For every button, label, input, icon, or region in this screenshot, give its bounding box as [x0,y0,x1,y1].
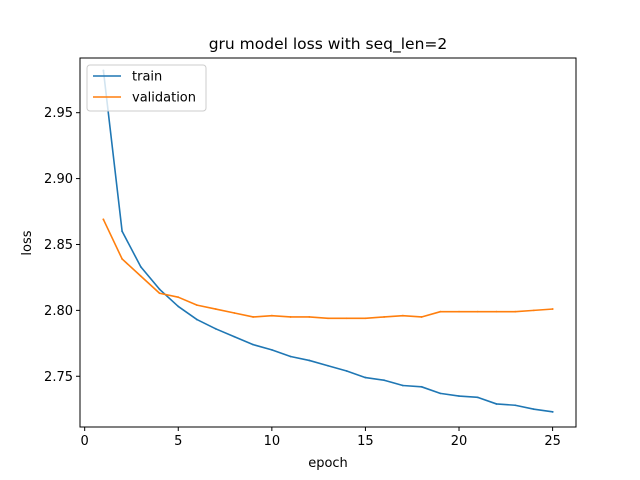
data-point-validation [121,258,124,260]
data-point-train [214,327,217,330]
data-point-validation [495,310,498,313]
x-tick-label: 10 [264,434,281,449]
x-tick-label: 0 [81,434,89,449]
y-tick-label: 2.95 [44,106,73,121]
data-point-train [270,349,273,351]
data-point-train [420,385,423,388]
data-point-train [308,359,311,362]
chart-title: gru model loss with seq_len=2 [209,35,448,54]
data-point-train [514,404,517,407]
data-point-validation [383,316,386,318]
data-point-train [233,335,236,338]
data-point-validation [214,308,217,310]
data-point-validation [514,310,517,313]
legend-label-train: train [132,70,162,85]
data-point-train [327,364,329,367]
x-tick-label: 25 [544,434,561,449]
data-point-train [252,343,255,346]
data-point-validation [196,304,198,306]
data-point-train [139,265,142,268]
data-point-validation [458,310,460,313]
legend-label-validation: validation [132,91,196,106]
x-tick-label: 15 [357,434,374,449]
data-point-train [401,384,404,387]
data-point-train [495,403,498,405]
data-point-train [345,370,348,372]
data-point-validation [476,310,479,313]
data-point-train [439,392,442,395]
data-point-train [476,396,479,399]
plot-lines [102,69,554,413]
data-point-validation [439,310,442,313]
x-axis-ticks: 0 5 10 15 20 25 [81,427,561,449]
data-point-validation [270,314,273,317]
x-tick-label: 5 [174,434,182,449]
data-point-train [458,395,460,397]
y-axis-label: loss [20,230,35,255]
legend: train validation [86,64,207,112]
plot-frame [79,57,577,428]
data-point-validation [177,296,180,299]
data-point-train [551,410,554,413]
data-point-validation [364,317,367,320]
data-point-validation [102,218,105,221]
data-point-train [196,318,198,321]
data-point-validation [139,275,142,278]
data-point-train [364,376,367,379]
data-point-validation [551,308,554,310]
y-tick-label: 2.75 [44,370,73,385]
data-point-train [383,379,386,382]
data-point-validation [345,317,348,320]
data-point-validation [252,316,255,318]
y-axis-ticks: 2.75 2.80 2.85 2.90 2.95 [44,106,80,385]
y-tick-label: 2.85 [44,238,73,253]
data-point-validation [420,316,423,318]
data-point-validation [289,316,292,318]
data-point-train [158,288,161,291]
data-point-validation [158,292,161,295]
x-tick-label: 20 [451,434,468,449]
data-point-train [289,355,292,358]
y-tick-label: 2.80 [44,304,73,319]
data-point-validation [327,317,329,320]
data-point-train [532,408,535,411]
data-point-validation [401,314,404,317]
data-point-validation [308,316,311,318]
data-point-train [121,230,124,233]
data-point-validation [532,309,535,312]
x-axis-label: epoch [308,456,348,471]
data-point-train [177,305,180,308]
y-tick-label: 2.90 [44,172,73,187]
data-point-validation [233,312,236,314]
